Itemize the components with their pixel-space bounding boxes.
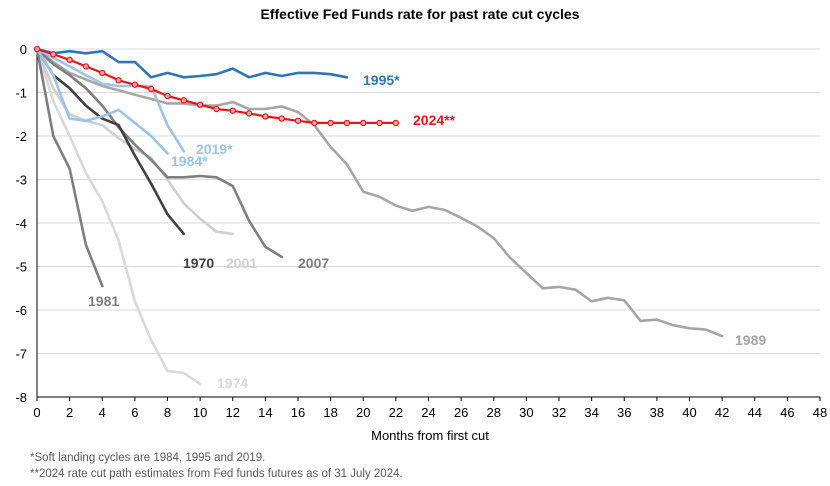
series-marker-2024	[180, 97, 188, 104]
y-tick-label: -4	[15, 216, 27, 231]
x-tick-label: 36	[617, 405, 631, 420]
series-line-1981	[35, 47, 104, 288]
series-marker-2024	[392, 119, 400, 127]
series-label-1974: 1974	[217, 375, 248, 391]
series-lines	[33, 45, 724, 386]
series-line-2001	[35, 47, 235, 236]
footnote-2024-futures: **2024 rate cut path estimates from Fed …	[30, 468, 403, 480]
series-label-1984: 1984*	[171, 153, 208, 169]
x-tick-label: 28	[487, 405, 501, 420]
series-label-1989: 1989	[735, 332, 766, 348]
series-marker-2024	[360, 119, 367, 127]
x-tick-label: 20	[356, 405, 370, 420]
x-tick-label: 8	[164, 405, 171, 420]
x-axis-label: Months from first cut	[371, 428, 489, 443]
x-tick-label: 46	[780, 405, 794, 420]
x-tick-label: 30	[519, 405, 533, 420]
y-tick-label: -2	[15, 129, 27, 144]
x-tick-label: 44	[748, 405, 762, 420]
series-marker-2024	[376, 119, 383, 127]
x-tick-label: 40	[682, 405, 696, 420]
series-line-2007	[35, 47, 284, 259]
series-marker-2024	[115, 77, 122, 84]
x-tick-label: 22	[389, 405, 403, 420]
y-tick-label: -5	[15, 260, 27, 275]
series-label-2007: 2007	[298, 255, 329, 271]
x-tick-label: 4	[99, 405, 106, 420]
series-label-1995: 1995*	[363, 72, 400, 88]
series-marker-2024	[278, 115, 285, 122]
series-label-2001: 2001	[226, 255, 257, 271]
series-label-1981: 1981	[88, 293, 119, 309]
series-marker-2024	[196, 101, 204, 108]
series-label-1970: 1970	[183, 255, 214, 271]
series-marker-2024	[343, 119, 351, 127]
x-tick-label: 34	[584, 405, 598, 420]
x-tick-label: 12	[226, 405, 240, 420]
series-line-2019	[35, 47, 186, 153]
series-marker-2024	[213, 105, 220, 113]
x-tick-label: 24	[421, 405, 435, 420]
series-marker-2024	[311, 119, 318, 127]
chart-title: Effective Fed Funds rate for past rate c…	[261, 6, 580, 22]
series-marker-2024	[164, 92, 171, 100]
x-tick-label: 2	[66, 405, 73, 420]
y-tick-label: -8	[15, 390, 27, 405]
x-tick-label: 0	[33, 405, 40, 420]
x-tick-label: 16	[291, 405, 305, 420]
x-tick-label: 10	[193, 405, 207, 420]
series-marker-2024	[245, 110, 253, 117]
y-tick-label: -7	[15, 347, 27, 362]
series-marker-2024	[229, 107, 236, 114]
series-marker-2024	[66, 56, 73, 64]
footnote-soft-landing: *Soft landing cycles are 1984, 1995 and …	[30, 452, 266, 464]
series-marker-2024	[99, 69, 106, 77]
x-tick-label: 32	[552, 405, 566, 420]
rate-cut-cycles-chart: Effective Fed Funds rate for past rate c…	[15, 6, 827, 443]
x-tick-label: 42	[715, 405, 729, 420]
series-labels: 1974 2001 1989 1981 2007 1970 1984*2019* 1995* 2…	[88, 72, 766, 391]
y-tick-label: -6	[15, 303, 27, 318]
series-marker-2024	[294, 117, 302, 124]
series-marker-2024	[327, 119, 334, 127]
x-tick-label: 26	[454, 405, 468, 420]
axes: 0-1-2-3-4-5-6-7-80 2 4 6 8 10 12 14 16 18 20 22 24 26…	[15, 42, 827, 420]
series-marker-2024	[147, 85, 155, 93]
x-tick-label: 48	[813, 405, 827, 420]
x-tick-label: 14	[258, 405, 272, 420]
series-line-1995	[35, 47, 349, 79]
series-marker-2024	[82, 63, 90, 70]
series-line-1984	[35, 47, 169, 155]
series-marker-2024	[262, 113, 269, 120]
series-label-2024: 2024**	[413, 112, 456, 128]
series-marker-2024	[33, 45, 41, 53]
series-line-1974	[35, 47, 202, 386]
x-tick-label: 38	[650, 405, 664, 420]
y-tick-label: -1	[15, 86, 27, 101]
x-tick-label: 18	[323, 405, 337, 420]
series-marker-2024	[131, 81, 139, 88]
y-tick-label: -3	[15, 173, 27, 188]
x-tick-label: 6	[131, 405, 138, 420]
series-marker-2024	[50, 51, 57, 58]
y-tick-label: 0	[20, 42, 27, 57]
series-label-2019: 2019*	[196, 141, 233, 157]
series-line-1989	[35, 47, 724, 338]
series-line-1970	[35, 47, 186, 236]
